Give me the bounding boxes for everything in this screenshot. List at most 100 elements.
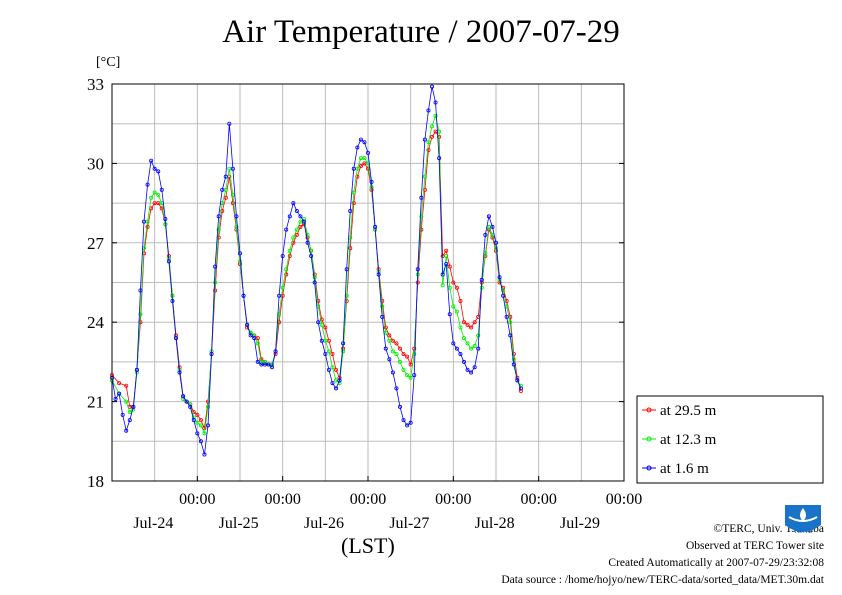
data-point [508,320,513,325]
data-point [124,428,129,433]
data-point [454,309,459,314]
data-point [120,412,125,417]
data-point [348,209,353,214]
data-point [365,150,370,155]
data-point [188,404,193,409]
data-point [198,418,203,423]
x-tick-time: 00:00 [264,491,300,508]
data-point [213,264,218,269]
data-point [266,362,271,367]
data-point [294,232,299,237]
data-point [277,293,282,298]
data-point [202,426,207,431]
data-point [195,420,200,425]
data-point [152,190,157,195]
data-point [127,418,132,423]
data-point [511,357,516,362]
data-point [405,354,410,359]
x-tick-date: Jul-24 [133,515,173,532]
data-point [252,336,257,341]
x-tick-time: 00:00 [606,491,642,508]
data-point [326,367,331,372]
data-point [422,137,427,142]
x-tick-date: Jul-25 [219,515,259,532]
data-point [351,201,356,206]
data-point [451,280,456,285]
data-point [497,275,502,280]
series-layer [110,84,523,457]
data-point [287,254,292,259]
data-point [330,351,335,356]
data-point [394,386,399,391]
data-point [323,351,328,356]
data-point [458,325,463,330]
data-point [337,378,342,383]
data-point [373,224,378,229]
data-point [387,338,392,343]
data-point [518,389,523,394]
data-point [213,280,218,285]
series [110,84,523,457]
data-point [369,179,374,184]
data-point [362,156,367,161]
data-point [195,412,200,417]
data-point [198,423,203,428]
data-point [113,396,118,401]
data-point [461,336,466,341]
data-point [277,312,282,317]
data-point [269,365,274,370]
data-point [380,314,385,319]
data-point [451,304,456,309]
data-point [326,349,331,354]
data-point [181,394,186,399]
data-point [405,373,410,378]
data-point [454,285,459,290]
data-point [216,214,221,219]
x-tick-time: 00:00 [350,491,386,508]
data-point [341,341,346,346]
data-point [476,346,481,351]
data-point [177,370,182,375]
data-point [476,333,481,338]
data-point [465,341,470,346]
data-point [220,187,225,192]
x-tick-time: 00:00 [179,491,215,508]
data-point [284,227,289,232]
data-point [124,383,129,388]
legend: at 29.5 m at 12.3 m at 1.6 m [636,395,824,484]
data-point [458,299,463,304]
data-point [358,137,363,142]
y-tick-label: 33 [87,75,104,94]
y-tick-label: 21 [87,393,104,412]
data-point [401,367,406,372]
legend-label: at 29.5 m [660,403,717,419]
data-point [426,148,431,153]
data-point [198,439,203,444]
data-point [255,341,260,346]
data-point [465,367,470,372]
data-point [333,367,338,372]
data-point [483,232,488,237]
credit-site: Observed at TERC Tower site [685,540,824,552]
data-point [472,365,477,370]
data-point [412,373,417,378]
x-tick-date: Jul-28 [475,515,515,532]
data-point [501,288,506,293]
data-point [362,140,367,145]
data-point [127,410,132,415]
data-point [237,251,242,256]
data-point [309,254,314,259]
data-point [447,312,452,317]
data-point [490,224,495,229]
data-point [248,333,253,338]
data-point [351,166,356,171]
data-point [401,351,406,356]
data-point [469,325,474,330]
data-point [461,359,466,364]
data-point [291,201,296,206]
data-point [429,134,434,139]
legend-box [636,395,824,484]
data-point [323,325,328,330]
data-point [298,224,303,229]
data-point [159,187,164,192]
